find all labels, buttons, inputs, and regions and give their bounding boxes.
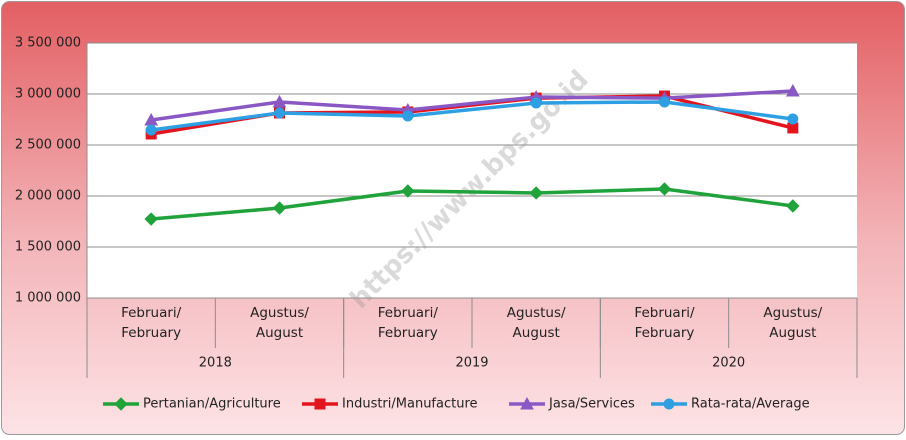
- legend-label: Pertanian/Agriculture: [143, 397, 281, 412]
- x-tick-label: Agustus/ August: [763, 305, 823, 341]
- x-tick-label: Agustus/ August: [506, 305, 566, 341]
- data-point: [145, 124, 157, 136]
- x-tick-label: Februari/ February: [377, 305, 438, 341]
- data-point: [144, 212, 158, 226]
- x-tick-label: Agustus/ August: [250, 305, 309, 341]
- y-tick-label: 1 500 000: [15, 240, 81, 255]
- data-point: [272, 94, 287, 108]
- y-tick-label: 3 500 000: [15, 36, 81, 51]
- y-tick-label: 2 000 000: [15, 189, 81, 204]
- legend-marker: [520, 396, 534, 410]
- data-point: [786, 199, 800, 213]
- data-point: [272, 201, 287, 215]
- data-point: [659, 96, 670, 108]
- legend-marker: [663, 398, 675, 410]
- legend-label: Jasa/Services: [548, 397, 635, 412]
- legend-label: Rata-rata/Average: [691, 397, 810, 412]
- plot-area: [87, 43, 857, 298]
- series-line: [151, 187, 794, 221]
- data-point: [401, 184, 415, 198]
- legend-item: Jasa/Services: [509, 397, 635, 412]
- data-point: [657, 182, 672, 196]
- group-label: 2019: [455, 356, 488, 371]
- series-line: [150, 89, 793, 122]
- data-point: [530, 97, 542, 109]
- y-tick-label: 1 000 000: [15, 291, 81, 306]
- legend-item: Pertanian/Agriculture: [103, 397, 281, 412]
- legend-item: Industri/Manufacture: [302, 397, 478, 412]
- legend-marker: [314, 398, 326, 410]
- legend-label: Industri/Manufacture: [342, 397, 478, 412]
- x-tick-label: Februari/ February: [634, 305, 695, 341]
- legend-item: Rata-rata/Average: [651, 397, 810, 412]
- data-point: [402, 110, 414, 122]
- group-label: 2018: [199, 356, 232, 371]
- series-line: [150, 100, 794, 132]
- data-point: [785, 83, 800, 97]
- y-tick-label: 3 000 000: [15, 87, 81, 102]
- legend-marker: [114, 397, 128, 411]
- data-point: [787, 113, 799, 125]
- x-tick-label: Februari/ February: [121, 305, 182, 341]
- group-label: 2020: [712, 356, 745, 371]
- data-point: [274, 107, 285, 119]
- data-point: [529, 186, 543, 200]
- y-tick-label: 2 500 000: [15, 138, 81, 153]
